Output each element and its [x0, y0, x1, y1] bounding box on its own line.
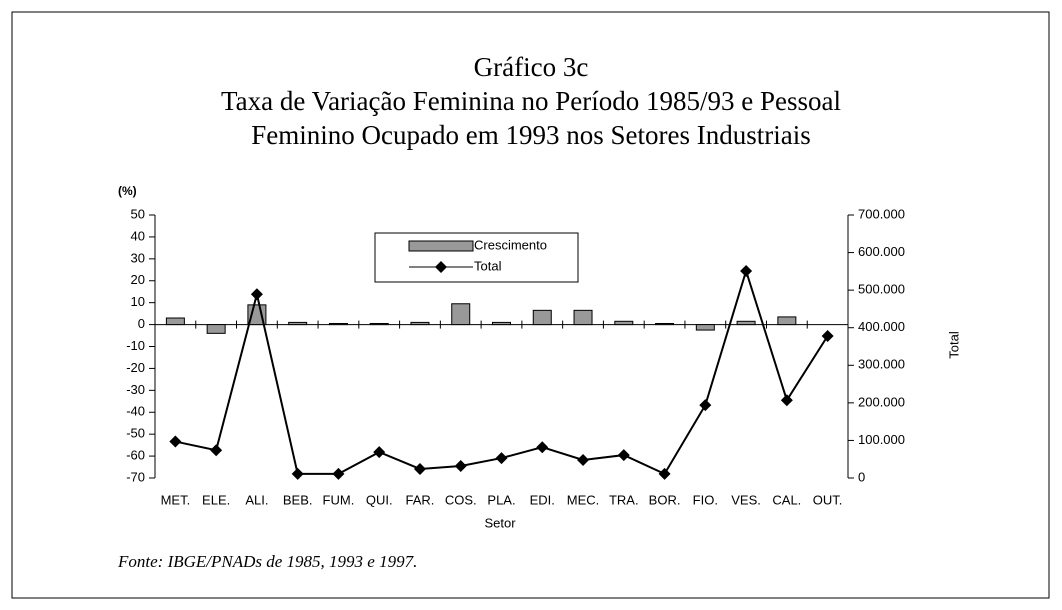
- bar: [206, 324, 226, 334]
- y-tick-label: 0: [138, 316, 145, 331]
- y2-tick-label: 600.000: [858, 244, 905, 259]
- bar: [573, 309, 593, 326]
- x-tick-label: FAR.: [406, 492, 435, 507]
- x-tick-label: BEB.: [283, 492, 313, 507]
- legend-label: Total: [474, 258, 502, 273]
- marker: [332, 467, 345, 480]
- x-tick-label: TRA.: [609, 492, 639, 507]
- legend-marker: [435, 261, 447, 273]
- y-tick-label: -40: [126, 404, 145, 419]
- y-tick-label: 10: [131, 294, 145, 309]
- x-tick-label: FIO.: [693, 492, 718, 507]
- frame: [11, 11, 1050, 599]
- y-tick-label: -60: [126, 448, 145, 463]
- y-tick-label: 20: [131, 272, 145, 287]
- marker: [413, 462, 426, 475]
- marker: [169, 435, 182, 448]
- y2-tick-label: 400.000: [858, 319, 905, 334]
- marker: [658, 467, 671, 480]
- x-tick-label: VES.: [731, 492, 761, 507]
- y2-tick-label: 300.000: [858, 357, 905, 372]
- y-tick-label: 50: [131, 206, 145, 221]
- marker: [291, 467, 304, 480]
- y-tick-label: -30: [126, 382, 145, 397]
- x-tick-label: BOR.: [649, 492, 681, 507]
- bar: [165, 317, 185, 326]
- x-tick-label: CAL.: [772, 492, 801, 507]
- x-tick-label: EDI.: [530, 492, 555, 507]
- bar: [532, 309, 552, 326]
- bar: [410, 321, 430, 326]
- marker: [617, 449, 630, 462]
- y2-axis-label: Total: [946, 331, 961, 359]
- marker: [577, 453, 590, 466]
- bar: [369, 322, 389, 326]
- y2-tick-label: 700.000: [858, 206, 905, 221]
- marker: [536, 441, 549, 454]
- legend-swatch: [408, 240, 474, 252]
- marker: [210, 444, 223, 457]
- marker: [699, 399, 712, 412]
- bar: [695, 324, 715, 331]
- chart-subtitle: Feminino Ocupado em 1993 nos Setores Ind…: [251, 120, 810, 150]
- marker: [454, 459, 467, 472]
- x-tick-label: ALI.: [245, 492, 268, 507]
- y-tick-label: -10: [126, 338, 145, 353]
- y-tick-label: -50: [126, 426, 145, 441]
- marker: [373, 446, 386, 459]
- x-axis-label: Setor: [484, 515, 516, 530]
- bar: [655, 322, 675, 326]
- marker: [821, 329, 834, 342]
- x-tick-label: MET.: [161, 492, 191, 507]
- y-tick-label: -20: [126, 360, 145, 375]
- y-tick-label: -70: [126, 469, 145, 484]
- x-tick-label: QUI.: [366, 492, 393, 507]
- bar: [614, 320, 634, 326]
- y-axis-label: (%): [118, 184, 137, 198]
- x-tick-label: PLA.: [487, 492, 515, 507]
- y2-tick-label: 500.000: [858, 282, 905, 297]
- y2-tick-label: 0: [858, 469, 865, 484]
- x-tick-label: FUM.: [323, 492, 355, 507]
- marker: [495, 452, 508, 465]
- bar: [288, 321, 308, 326]
- y-tick-label: 30: [131, 250, 145, 265]
- y-tick-label: 40: [131, 228, 145, 243]
- source: Fonte: IBGE/PNADs de 1985, 1993 e 1997.: [117, 552, 417, 571]
- x-tick-label: MEC.: [567, 492, 600, 507]
- y2-tick-label: 100.000: [858, 432, 905, 447]
- x-tick-label: COS.: [445, 492, 477, 507]
- marker: [780, 394, 793, 407]
- bar: [451, 303, 471, 326]
- y2-tick-label: 200.000: [858, 394, 905, 409]
- marker: [250, 288, 263, 301]
- x-tick-label: OUT.: [813, 492, 843, 507]
- bar: [777, 316, 797, 326]
- chart-subtitle: Taxa de Variação Feminina no Período 198…: [221, 86, 841, 116]
- bar: [736, 320, 756, 326]
- chart-title: Gráfico 3c: [474, 52, 589, 82]
- bar: [492, 321, 511, 326]
- bar: [328, 322, 348, 326]
- x-tick-label: ELE.: [202, 492, 230, 507]
- legend-label: Crescimento: [474, 237, 547, 252]
- marker: [740, 264, 753, 277]
